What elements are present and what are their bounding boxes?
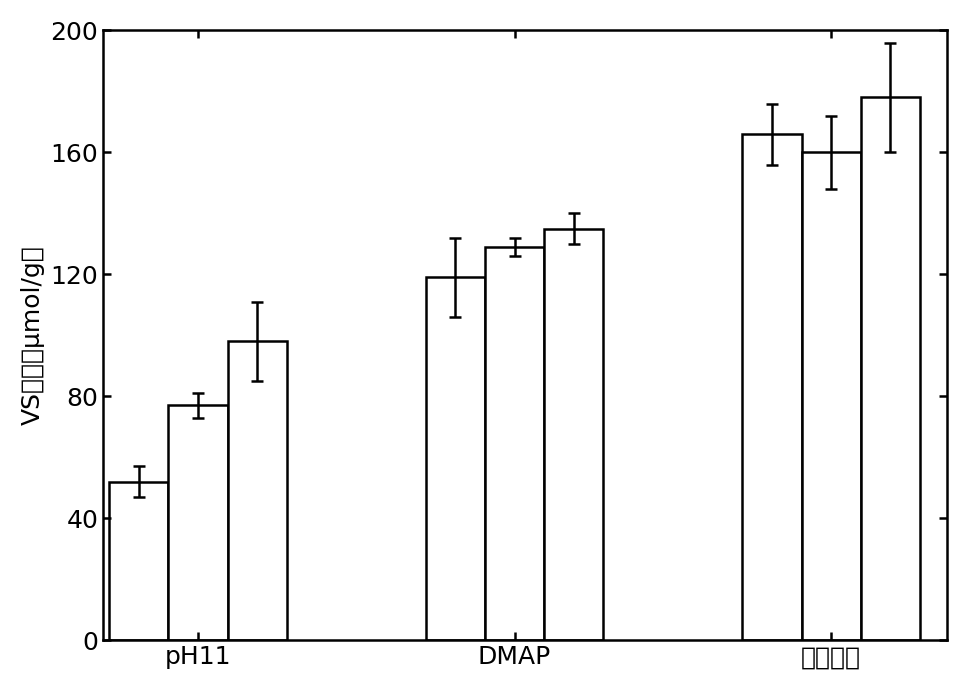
Bar <box>861 97 920 640</box>
Bar <box>227 342 287 640</box>
Bar <box>109 482 168 640</box>
Bar <box>426 277 485 640</box>
Bar <box>168 406 227 640</box>
Bar <box>544 228 603 640</box>
Y-axis label: VS密度（μmol/g）: VS密度（μmol/g） <box>21 246 45 425</box>
Bar <box>485 247 544 640</box>
Bar <box>742 134 802 640</box>
Bar <box>802 152 861 640</box>
